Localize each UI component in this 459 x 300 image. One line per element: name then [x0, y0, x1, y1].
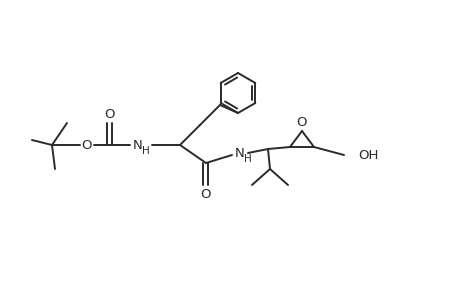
Text: N: N [133, 139, 143, 152]
Text: O: O [105, 107, 115, 121]
Text: N: N [235, 146, 244, 160]
Text: O: O [296, 116, 307, 128]
Text: OH: OH [357, 148, 378, 161]
Text: O: O [82, 139, 92, 152]
Text: H: H [244, 154, 252, 164]
Text: O: O [200, 188, 211, 200]
Text: H: H [142, 146, 150, 156]
